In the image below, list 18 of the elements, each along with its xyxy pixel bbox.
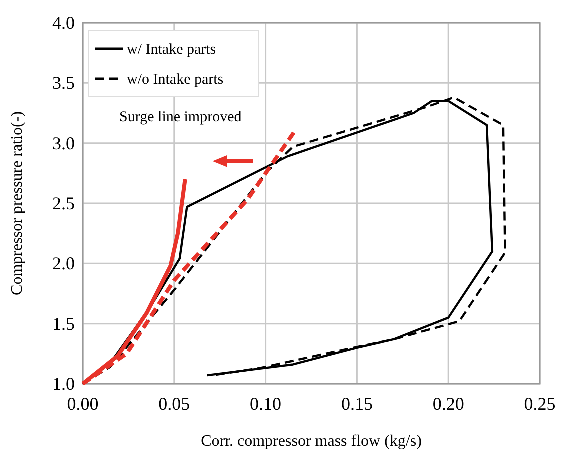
x-tick-label: 0.05 [158, 394, 190, 414]
x-tick-label: 0.15 [341, 394, 373, 414]
y-tick-label: 1.5 [52, 314, 75, 334]
y-tick-label: 1.0 [52, 374, 75, 394]
x-tick-label: 0.10 [250, 394, 282, 414]
x-tick-label: 0.25 [524, 394, 556, 414]
y-tick-label: 3.5 [52, 73, 75, 94]
y-tick-label: 3.0 [52, 133, 75, 154]
legend-label: w/o Intake parts [127, 72, 224, 88]
x-tick-label: 0.20 [432, 394, 464, 414]
y-tick-label: 2.0 [52, 254, 75, 274]
y-axis-title: Compressor pressure ratio(-) [9, 112, 26, 296]
annotation: Surge line improved [120, 110, 242, 126]
y-tick-label: 4.0 [52, 13, 75, 33]
legend-label: w/ Intake parts [127, 42, 216, 58]
y-tick-label: 2.5 [52, 194, 75, 214]
x-tick-label: 0.00 [67, 394, 99, 414]
x-axis-title: Corr. compressor mass flow (kg/s) [201, 433, 422, 450]
